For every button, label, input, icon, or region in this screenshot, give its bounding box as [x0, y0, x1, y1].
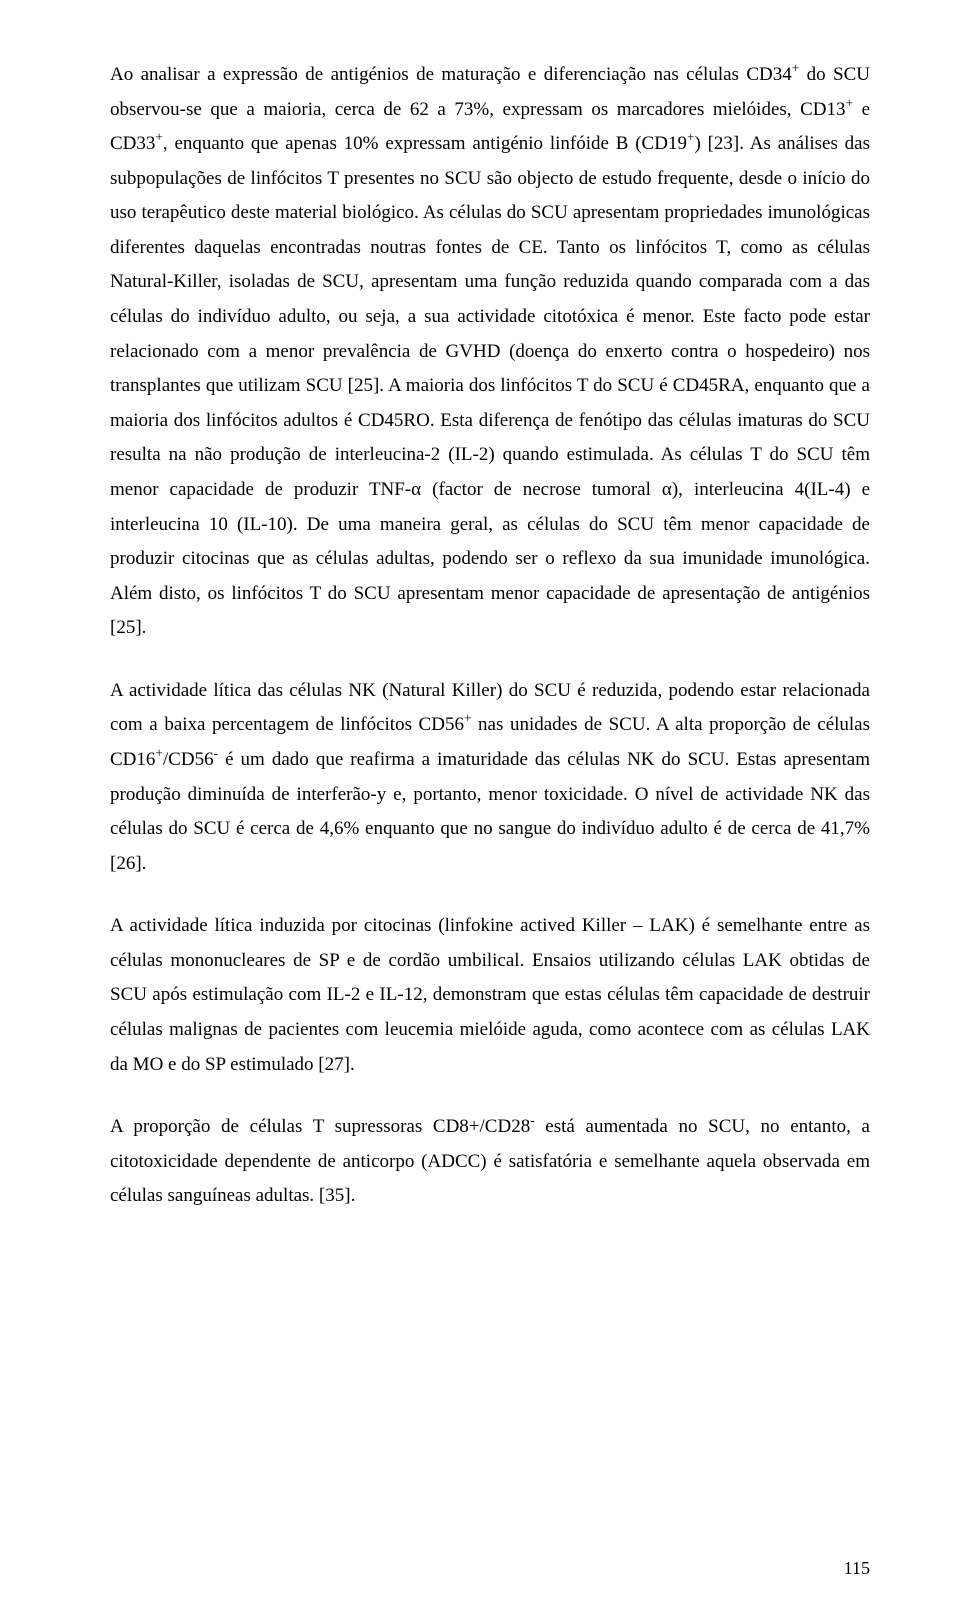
- paragraph-4: A proporção de células T supressoras CD8…: [110, 1110, 870, 1214]
- page-number: 115: [844, 1558, 870, 1579]
- paragraph-3: A actividade lítica induzida por citocin…: [110, 909, 870, 1082]
- paragraph-1: Ao analisar a expressão de antigénios de…: [110, 58, 870, 646]
- document-page: Ao analisar a expressão de antigénios de…: [0, 0, 960, 1621]
- paragraph-2: A actividade lítica das células NK (Natu…: [110, 674, 870, 881]
